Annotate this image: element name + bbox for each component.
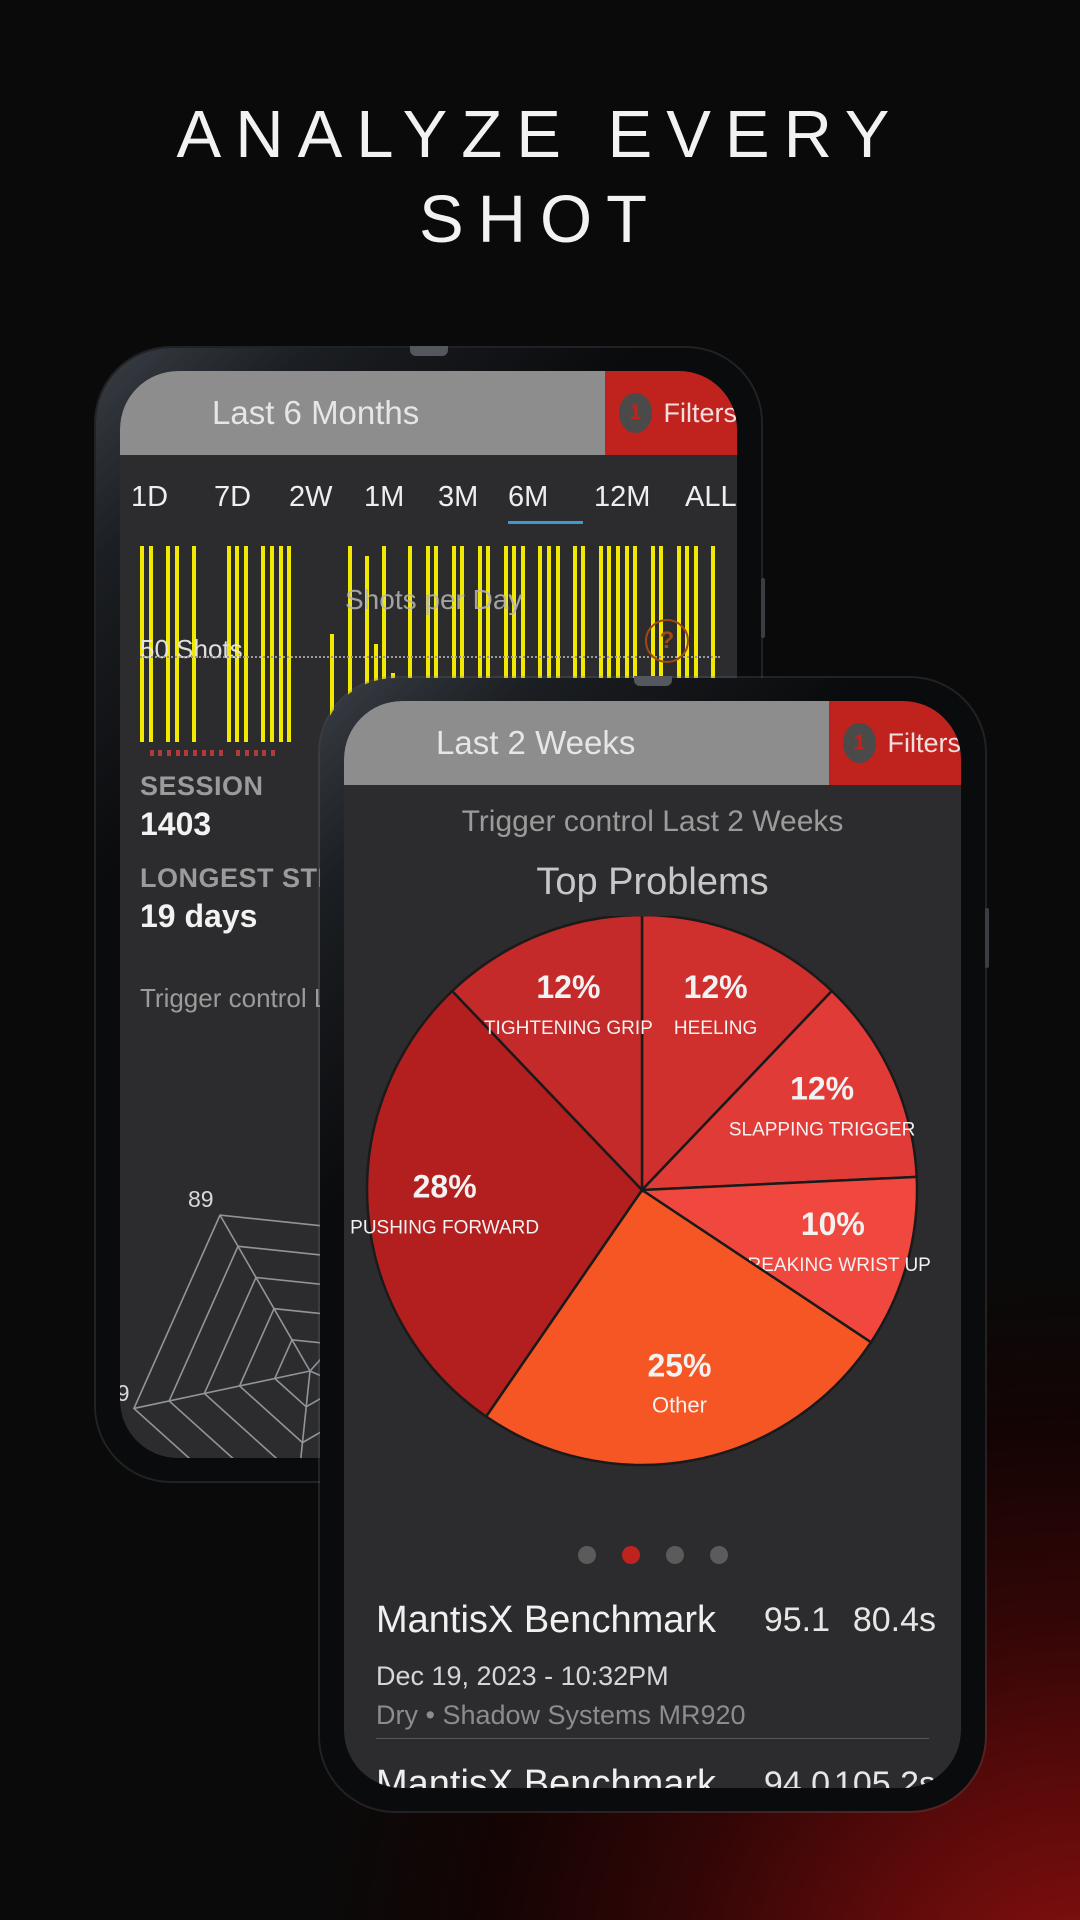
svg-text:TIGHTENING GRIP: TIGHTENING GRIP: [484, 1018, 653, 1039]
svg-text:12%: 12%: [684, 969, 748, 1005]
svg-text:25%: 25%: [647, 1347, 711, 1383]
svg-text:12%: 12%: [790, 1071, 854, 1107]
svg-text:89: 89: [188, 1186, 214, 1212]
svg-text:39: 39: [120, 1380, 130, 1406]
svg-text:Other: Other: [652, 1392, 707, 1417]
svg-text:10%: 10%: [801, 1206, 865, 1242]
svg-text:12%: 12%: [536, 969, 600, 1005]
svg-text:SLAPPING TRIGGER: SLAPPING TRIGGER: [729, 1120, 916, 1141]
svg-text:28%: 28%: [413, 1169, 477, 1205]
svg-text:HEELING: HEELING: [674, 1018, 757, 1039]
svg-text:PUSHING FORWARD: PUSHING FORWARD: [350, 1218, 539, 1239]
